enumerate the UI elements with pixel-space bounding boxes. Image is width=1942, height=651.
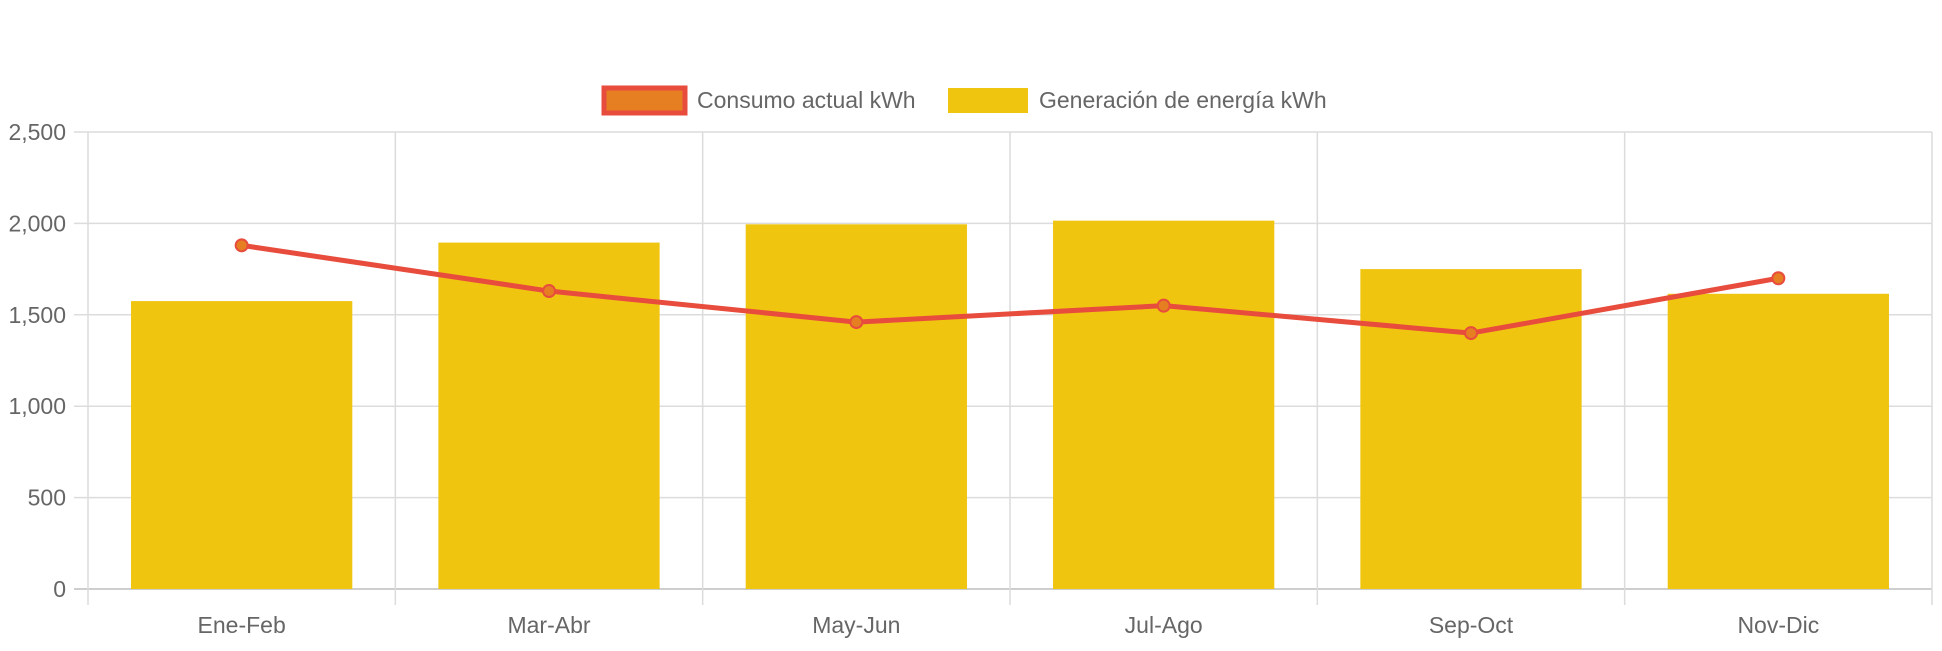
x-tick-label: Sep-Oct <box>1429 612 1514 638</box>
axes: 0 500 1,000 1,500 2,000 2,500 Ene-Feb Mar-Abr Ma… <box>8 119 1819 638</box>
legend-item-generacion[interactable]: Generación de energía kWh <box>948 87 1327 113</box>
bar-series <box>131 220 1889 589</box>
bar[interactable] <box>745 224 967 589</box>
y-tick-label: 500 <box>28 485 66 511</box>
legend-swatch-consumo <box>601 85 688 116</box>
line-series <box>234 238 1786 341</box>
line-point[interactable] <box>542 284 556 299</box>
legend-swatch-generacion <box>948 88 1028 113</box>
y-tick-label: 1,000 <box>8 393 66 419</box>
y-tick-label: 1,500 <box>8 302 66 328</box>
x-tick-label: Mar-Abr <box>507 612 590 638</box>
line-point[interactable] <box>1464 326 1478 341</box>
line-point[interactable] <box>1156 298 1171 313</box>
y-tick-label: 2,000 <box>8 210 66 236</box>
x-tick-label: May-Jun <box>812 612 900 638</box>
line-path <box>239 242 1781 336</box>
bar[interactable] <box>1667 293 1889 589</box>
x-tick-label: Ene-Feb <box>198 612 286 638</box>
legend-item-consumo[interactable]: Consumo actual kWh <box>601 85 916 116</box>
x-tick-label: Nov-Dic <box>1737 612 1819 638</box>
x-tick-label: Jul-Ago <box>1125 612 1203 638</box>
bar[interactable] <box>1053 220 1275 589</box>
grid-lines <box>74 131 1933 605</box>
line-point[interactable] <box>1771 271 1786 286</box>
y-tick-label: 2,500 <box>8 119 66 145</box>
legend: Consumo actual kWh Generación de energía… <box>601 85 1327 116</box>
line-point[interactable] <box>849 315 864 330</box>
y-tick-label: 0 <box>53 576 66 602</box>
line-point[interactable] <box>234 238 249 253</box>
legend-label-consumo: Consumo actual kWh <box>697 87 916 113</box>
bar[interactable] <box>131 301 353 589</box>
legend-label-generacion: Generación de energía kWh <box>1039 87 1327 113</box>
